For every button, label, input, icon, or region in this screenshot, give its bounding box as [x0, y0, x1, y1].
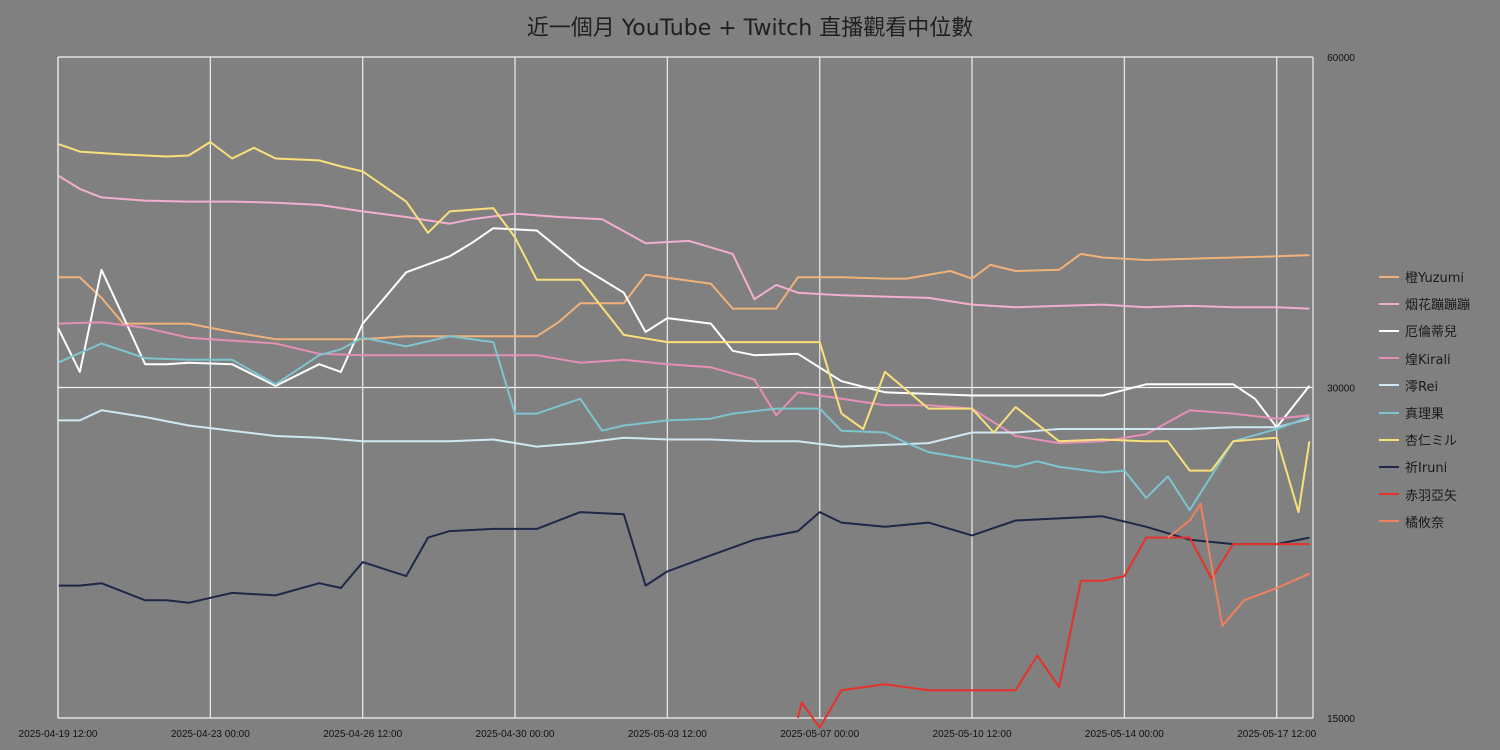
- legend-label: 厄倫蒂兒: [1405, 325, 1458, 341]
- series-line-4: [57, 321, 1310, 445]
- legend: 橙Yuzumi 烟花蹦蹦蹦厄倫蒂兒煌Kirali 澪Rei 真理果杏仁ミル祈Iruni…: [1379, 263, 1470, 535]
- legend-label: 橘攸奈: [1405, 515, 1445, 531]
- x-tick-label: 2025-04-30 00:00: [476, 729, 555, 740]
- x-tick-label: 2025-04-19 12:00: [19, 729, 98, 740]
- axis-tick-labels: 2025-04-19 12:00 2025-04-23 00:00 2025-04-…: [19, 53, 1356, 740]
- series-line-9: [796, 536, 1310, 729]
- legend-swatch: [1379, 438, 1399, 441]
- plot-frame: [57, 57, 1314, 718]
- x-tick-label: 2025-05-10 12:00: [933, 729, 1012, 740]
- series-line-7: [57, 141, 1311, 514]
- series-lines: [57, 141, 1311, 729]
- legend-swatch: [1379, 465, 1399, 468]
- legend-item: 烟花蹦蹦蹦: [1379, 290, 1470, 317]
- x-tick-label: 2025-05-07 00:00: [780, 729, 859, 740]
- legend-label: 煌Kirali: [1405, 352, 1451, 368]
- chart-title: 近一個月 YouTube + Twitch 直播觀看中位數: [526, 16, 974, 41]
- y-tick-label: 30000: [1327, 384, 1355, 395]
- x-tick-label: 2025-05-03 12:00: [628, 729, 707, 740]
- x-tick-label: 2025-04-26 12:00: [323, 729, 402, 740]
- legend-label: 真理果: [1405, 407, 1445, 423]
- legend-item: 橙Yuzumi: [1379, 263, 1470, 290]
- legend-item: 真理果: [1379, 399, 1470, 426]
- legend-label: 杏仁ミル: [1405, 434, 1458, 450]
- legend-item: 澪Rei: [1379, 372, 1470, 399]
- legend-item: 赤羽亞矢: [1379, 481, 1470, 508]
- series-line-10: [1167, 502, 1310, 627]
- legend-swatch: [1379, 275, 1399, 278]
- series-line-2: [57, 174, 1310, 310]
- legend-label: 烟花蹦蹦蹦: [1405, 298, 1471, 314]
- legend-swatch: [1379, 520, 1399, 523]
- y-tick-label: 15000: [1327, 714, 1355, 725]
- series-line-1: [58, 252, 1310, 341]
- legend-label: 橙Yuzumi: [1405, 271, 1465, 287]
- legend-item: 橘攸奈: [1379, 508, 1470, 535]
- y-tick-label: 60000: [1327, 53, 1355, 64]
- legend-swatch: [1379, 302, 1399, 305]
- legend-item: 祈Iruni: [1379, 453, 1470, 480]
- grid-lines: [57, 56, 1313, 719]
- legend-item: 杏仁ミル: [1379, 426, 1470, 453]
- x-tick-label: 2025-05-14 00:00: [1085, 729, 1164, 740]
- x-tick-label: 2025-04-23 00:00: [171, 729, 250, 740]
- legend-item: 厄倫蒂兒: [1379, 317, 1470, 344]
- legend-swatch: [1379, 411, 1399, 414]
- series-line-5: [58, 409, 1310, 448]
- series-line-6: [57, 335, 1310, 512]
- legend-label: 澪Rei: [1405, 379, 1439, 395]
- legend-label: 赤羽亞矢: [1405, 488, 1458, 504]
- series-line-3: [57, 227, 1311, 429]
- legend-swatch: [1379, 384, 1399, 387]
- x-tick-label: 2025-05-17 12:00: [1237, 729, 1316, 740]
- legend-swatch: [1379, 329, 1399, 332]
- series-line-8: [58, 511, 1310, 604]
- legend-swatch: [1379, 357, 1399, 360]
- legend-swatch: [1379, 493, 1399, 496]
- legend-item: 煌Kirali: [1379, 345, 1470, 372]
- legend-label: 祈Iruni: [1405, 461, 1448, 477]
